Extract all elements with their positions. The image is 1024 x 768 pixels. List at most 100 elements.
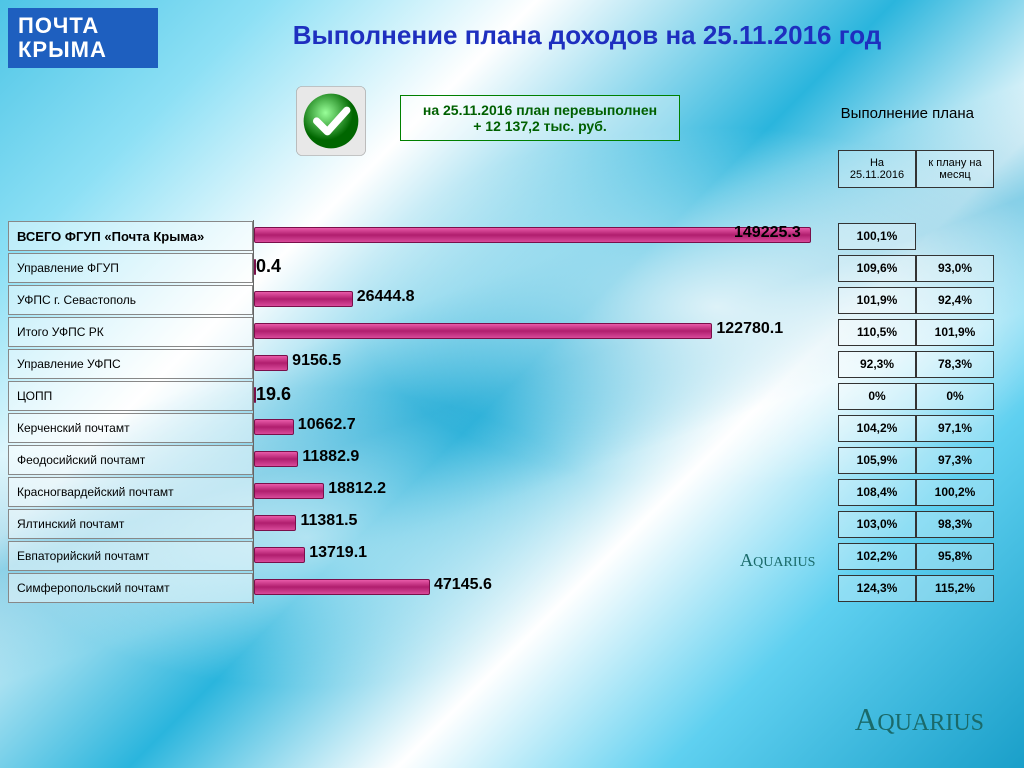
pct-to-month-plan: 78,3% — [916, 351, 994, 378]
pct-on-date: 101,9% — [838, 287, 916, 314]
category-label: Феодосийский почтамт — [8, 445, 253, 475]
checkmark-icon — [295, 85, 367, 157]
chart-row: Красногвардейский почтамт 18812.2 108,4%10… — [8, 476, 994, 508]
plan-header-col2: к плану на месяц — [916, 150, 994, 188]
bar — [254, 419, 294, 435]
page-title: Выполнение плана доходов на 25.11.2016 г… — [180, 20, 994, 51]
bar-value-label: 11882.9 — [302, 448, 359, 466]
pct-on-date: 110,5% — [838, 319, 916, 346]
bar — [254, 323, 712, 339]
status-line2: + 12 137,2 тыс. руб. — [409, 118, 671, 134]
chart-row: Ялтинский почтамт 11381.5 103,0%98,3% — [8, 508, 994, 540]
pct-to-month-plan: 92,4% — [916, 287, 994, 314]
bar — [254, 579, 430, 595]
category-label: Евпаторийский почтамт — [8, 541, 253, 571]
category-label: Красногвардейский почтамт — [8, 477, 253, 507]
category-label: Керченский почтамт — [8, 413, 253, 443]
bar — [254, 515, 296, 531]
bar-value-label: 9156.5 — [292, 352, 341, 370]
bar-value-label: 26444.8 — [357, 288, 415, 306]
pct-on-date: 108,4% — [838, 479, 916, 506]
bar — [254, 291, 353, 307]
bar-area: 11381.5 — [253, 508, 828, 540]
bar-area: 18812.2 — [253, 476, 828, 508]
chart-row: Керченский почтамт 10662.7 104,2%97,1% — [8, 412, 994, 444]
bar — [254, 483, 324, 499]
bar-value-label: 0.4 — [256, 256, 281, 277]
bar-area: 19.6 — [253, 380, 828, 412]
logo-pochta-kryma: ПОЧТА КРЫМА — [8, 8, 158, 68]
chart-row: Феодосийский почтамт 11882.9 105,9%97,3% — [8, 444, 994, 476]
category-label: Ялтинский почтамт — [8, 509, 253, 539]
pct-to-month-plan: 93,0% — [916, 255, 994, 282]
category-label: Управление УФПС — [8, 349, 253, 379]
pct-on-date: 102,2% — [838, 543, 916, 570]
pct-cells: 102,2%95,8% — [838, 543, 994, 570]
chart-row: УФПС г. Севастополь 26444.8 101,9%92,4% — [8, 284, 994, 316]
bar-value-label: 13719.1 — [309, 544, 367, 562]
category-label: Симферопольский почтамт — [8, 573, 253, 603]
pct-cells: 101,9%92,4% — [838, 287, 994, 314]
pct-cells: 100,1% — [838, 223, 994, 250]
bar-value-label: 19.6 — [256, 384, 291, 405]
bar-value-label: 10662.7 — [298, 416, 356, 434]
pct-to-month-plan: 100,2% — [916, 479, 994, 506]
pct-to-month-plan: 115,2% — [916, 575, 994, 602]
bar — [254, 547, 305, 563]
bar-area: 9156.5 — [253, 348, 828, 380]
pct-cells: 109,6%93,0% — [838, 255, 994, 282]
pct-to-month-plan: 97,1% — [916, 415, 994, 442]
plan-execution-label: Выполнение плана — [841, 105, 974, 122]
pct-on-date: 100,1% — [838, 223, 916, 250]
bar-value-label: 47145.6 — [434, 576, 492, 594]
bar-area: 0.4 — [253, 252, 828, 284]
bar — [254, 451, 298, 467]
pct-to-month-plan: 101,9% — [916, 319, 994, 346]
bar-value-label: 149225.3 — [734, 224, 801, 242]
pct-cells: 0%0% — [838, 383, 994, 410]
pct-on-date: 103,0% — [838, 511, 916, 538]
category-label: УФПС г. Севастополь — [8, 285, 253, 315]
pct-cells: 124,3%115,2% — [838, 575, 994, 602]
pct-to-month-plan: 0% — [916, 383, 994, 410]
bar-chart: ВСЕГО ФГУП «Почта Крыма»149225.3100,1%Уп… — [8, 220, 994, 604]
bar — [254, 227, 811, 243]
status-box: на 25.11.2016 план перевыполнен + 12 137… — [400, 95, 680, 141]
bar-value-label: 11381.5 — [300, 512, 357, 530]
plan-header-row: На 25.11.2016 к плану на месяц — [838, 150, 994, 188]
chart-row: Симферопольский почтамт 47145.6 124,3%115,… — [8, 572, 994, 604]
chart-row: Евпаторийский почтамт 13719.1 102,2%95,8% — [8, 540, 994, 572]
pct-cells: 104,2%97,1% — [838, 415, 994, 442]
bar-area: 10662.7 — [253, 412, 828, 444]
logo-line2: КРЫМА — [18, 38, 148, 62]
bar-area: 122780.1 — [253, 316, 828, 348]
category-label: ЦОПП — [8, 381, 253, 411]
pct-cells: 108,4%100,2% — [838, 479, 994, 506]
category-label: Управление ФГУП — [8, 253, 253, 283]
chart-row: Управление ФГУП0.4 109,6%93,0% — [8, 252, 994, 284]
aquarius-watermark-small: AQUARIUS — [740, 550, 815, 571]
pct-on-date: 105,9% — [838, 447, 916, 474]
pct-to-month-plan: 95,8% — [916, 543, 994, 570]
bar — [254, 355, 288, 371]
aquarius-watermark-large: AQUARIUS — [855, 702, 984, 738]
plan-header-col1: На 25.11.2016 — [838, 150, 916, 188]
pct-cells: 105,9%97,3% — [838, 447, 994, 474]
chart-row: ЦОПП19.6 0%0% — [8, 380, 994, 412]
bar-area: 149225.3 — [253, 220, 828, 252]
bar-area: 11882.9 — [253, 444, 828, 476]
pct-on-date: 104,2% — [838, 415, 916, 442]
pct-to-month-plan: 97,3% — [916, 447, 994, 474]
pct-cells: 110,5%101,9% — [838, 319, 994, 346]
chart-row: ВСЕГО ФГУП «Почта Крыма»149225.3100,1% — [8, 220, 994, 252]
chart-row: Итого УФПС РК 122780.1 110,5%101,9% — [8, 316, 994, 348]
pct-on-date: 92,3% — [838, 351, 916, 378]
bar-value-label: 122780.1 — [716, 320, 783, 338]
category-label: Итого УФПС РК — [8, 317, 253, 347]
chart-row: Управление УФПС 9156.5 92,3%78,3% — [8, 348, 994, 380]
pct-to-month-plan: 98,3% — [916, 511, 994, 538]
pct-cells: 92,3%78,3% — [838, 351, 994, 378]
logo-line1: ПОЧТА — [18, 14, 148, 38]
bar-area: 47145.6 — [253, 572, 828, 604]
bar-value-label: 18812.2 — [328, 480, 386, 498]
